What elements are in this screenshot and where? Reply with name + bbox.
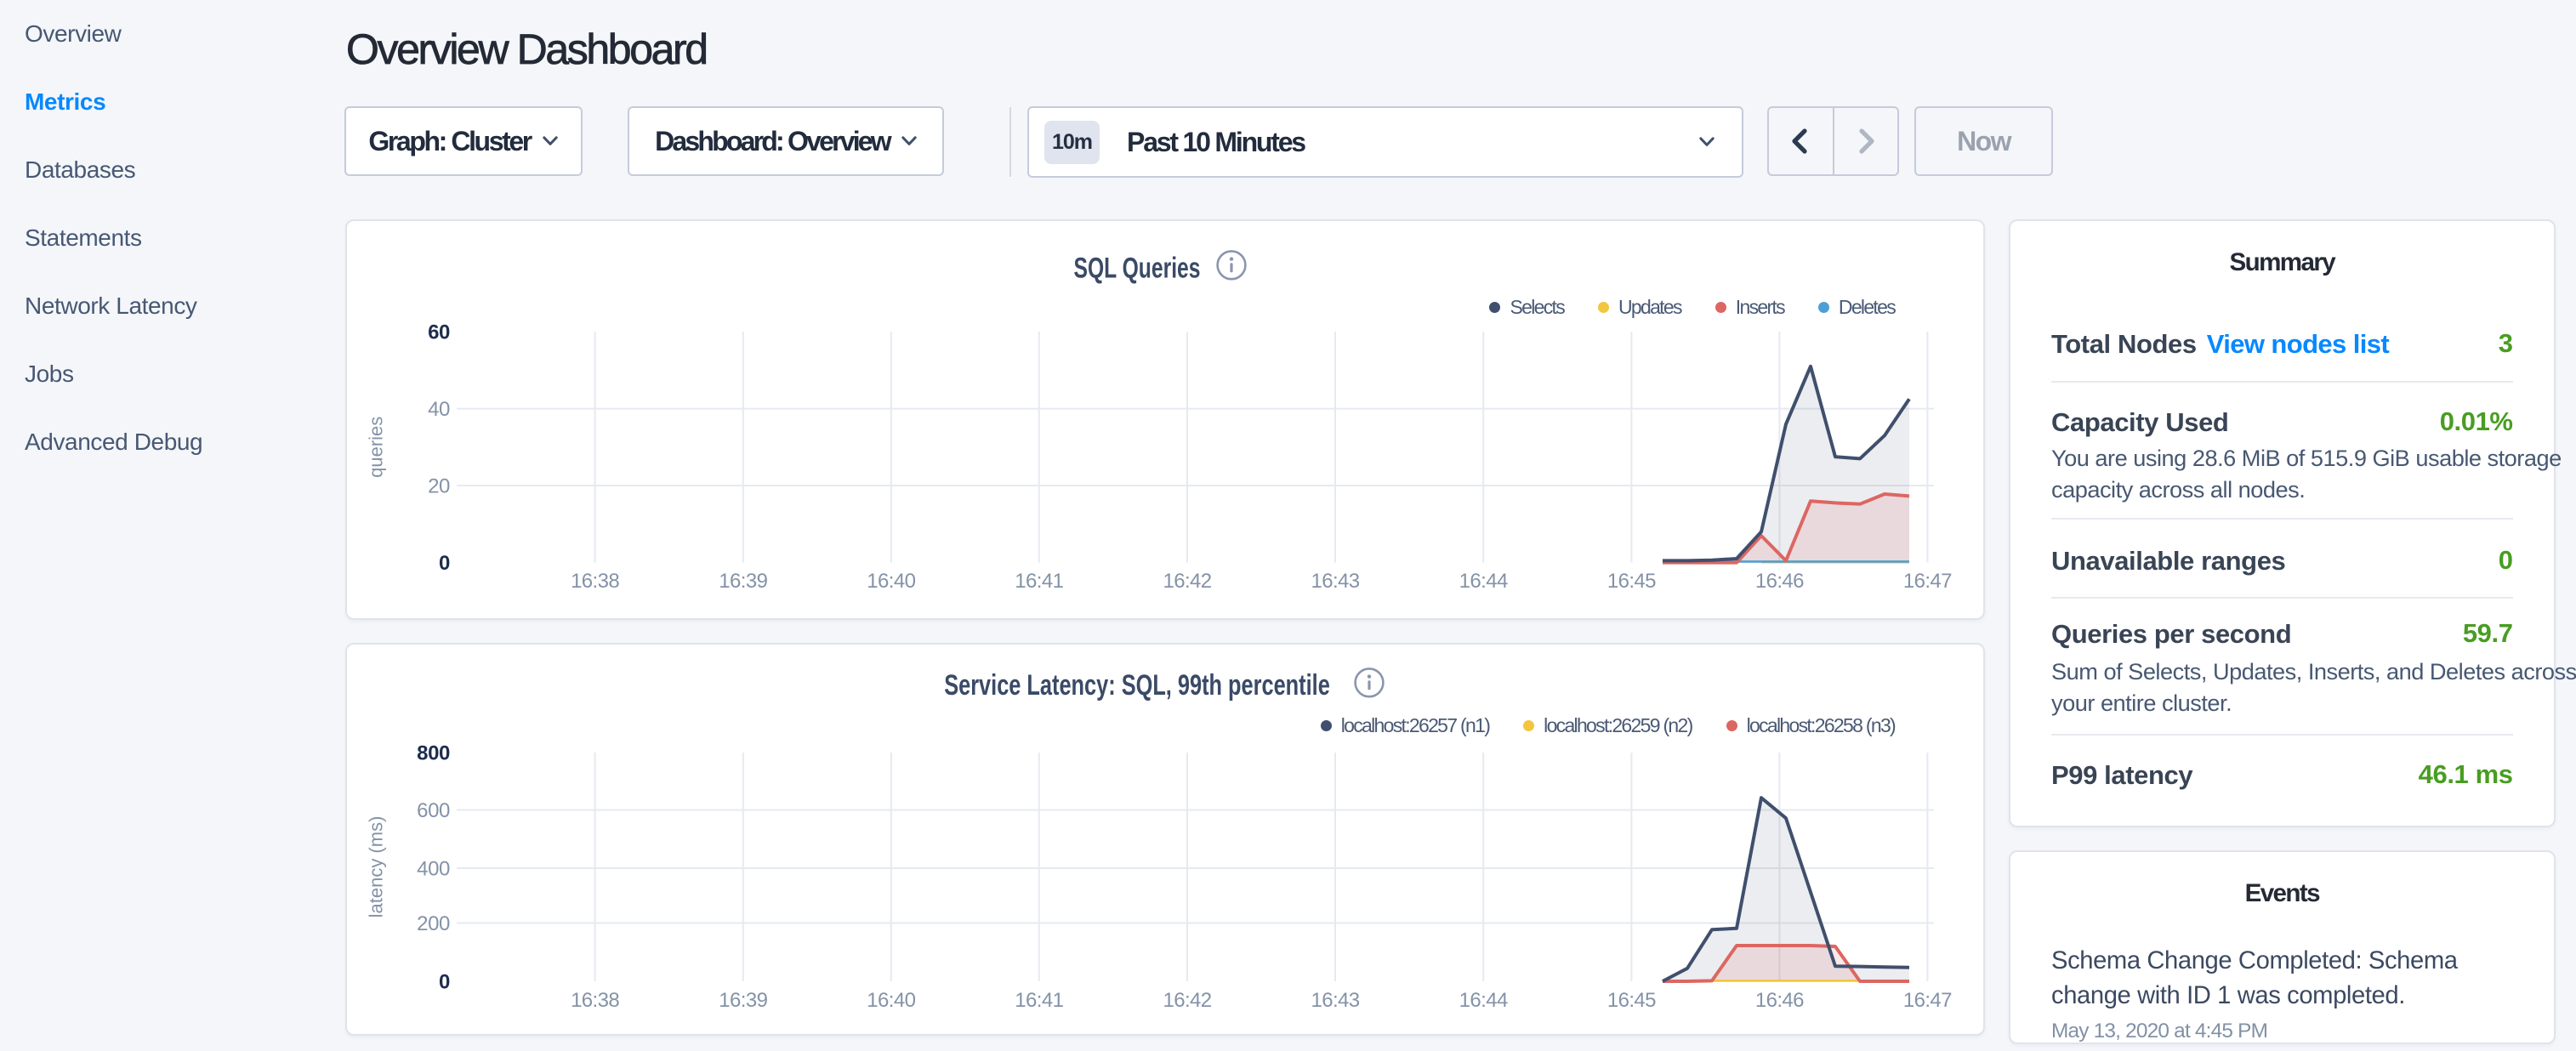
svg-text:Service Latency: SQL, 99th per: Service Latency: SQL, 99th percentile [944,669,1330,702]
svg-text:16:46: 16:46 [1755,989,1804,1012]
svg-text:16:41: 16:41 [1015,570,1063,593]
svg-text:0: 0 [439,552,450,575]
svg-text:800: 800 [417,741,450,764]
svg-text:16:42: 16:42 [1163,989,1211,1012]
svg-text:16:43: 16:43 [1311,570,1359,593]
svg-text:SQL Queries: SQL Queries [1074,252,1201,284]
svg-text:16:44: 16:44 [1459,989,1508,1012]
svg-text:16:38: 16:38 [571,989,619,1012]
svg-text:16:47: 16:47 [1903,989,1952,1012]
svg-text:400: 400 [417,857,450,880]
svg-text:16:39: 16:39 [719,989,767,1012]
svg-text:16:46: 16:46 [1755,570,1804,593]
svg-text:0: 0 [439,970,450,993]
svg-text:16:40: 16:40 [867,570,915,593]
svg-text:16:40: 16:40 [867,989,915,1012]
svg-text:queries: queries [366,417,387,478]
svg-text:16:45: 16:45 [1607,989,1656,1012]
svg-text:latency (ms): latency (ms) [366,816,387,918]
svg-text:16:43: 16:43 [1311,989,1359,1012]
svg-text:16:42: 16:42 [1163,570,1211,593]
svg-text:16:45: 16:45 [1607,570,1656,593]
svg-text:20: 20 [428,474,450,497]
svg-text:16:44: 16:44 [1459,570,1508,593]
svg-text:600: 600 [417,799,450,822]
svg-text:16:47: 16:47 [1903,570,1952,593]
svg-text:16:39: 16:39 [719,570,767,593]
svg-text:60: 60 [428,321,450,344]
svg-text:40: 40 [428,398,450,421]
svg-text:16:38: 16:38 [571,570,619,593]
svg-text:16:41: 16:41 [1015,989,1063,1012]
svg-text:200: 200 [417,912,450,935]
